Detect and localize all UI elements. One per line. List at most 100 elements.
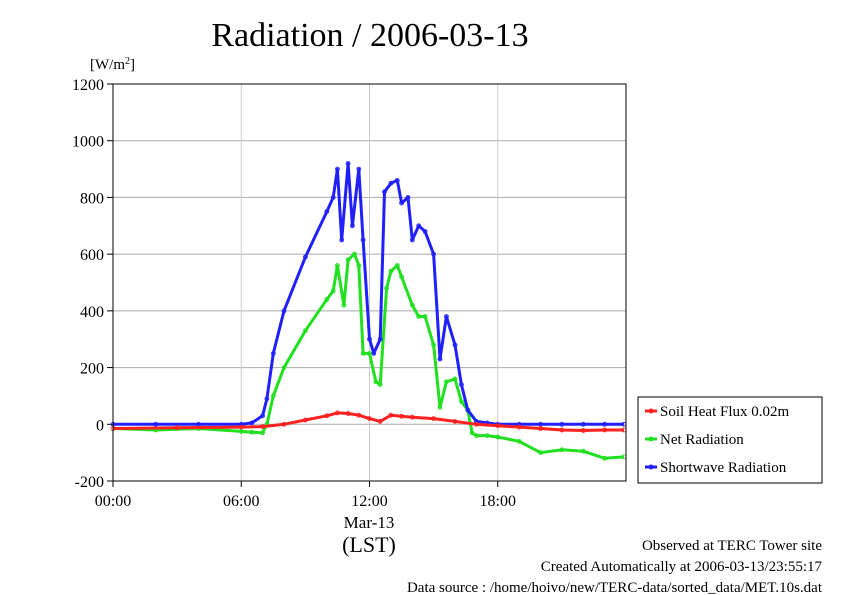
data-point [422, 314, 428, 319]
series-line-soil-heat-flux-0-02m [112, 411, 624, 432]
data-point [382, 189, 387, 195]
data-point [153, 421, 159, 427]
data-point [345, 257, 351, 263]
data-point [458, 399, 464, 405]
data-point [260, 424, 266, 430]
data-point [356, 263, 362, 268]
data-point [431, 342, 437, 348]
data-point [394, 263, 400, 268]
data-point [469, 430, 475, 436]
data-point [324, 209, 330, 215]
data-point [437, 356, 443, 362]
y-tick-label: 200 [80, 361, 104, 378]
x-tick-label: 06:00 [223, 493, 259, 510]
data-point [431, 416, 437, 422]
data-point [334, 166, 340, 172]
data-point [409, 414, 415, 420]
y-axis-unit-label: [W/m2] [90, 56, 135, 73]
data-point [484, 433, 490, 439]
data-point [334, 263, 340, 268]
y-tick-label: 400 [80, 304, 104, 321]
data-point [345, 160, 351, 166]
data-point [516, 424, 522, 430]
data-point [334, 410, 340, 416]
data-point [345, 411, 351, 416]
data-point [270, 350, 276, 356]
data-point [559, 447, 565, 453]
data-point [452, 376, 458, 382]
data-point [580, 421, 586, 427]
data-point [281, 421, 287, 427]
data-point [238, 424, 244, 430]
data-point [367, 416, 372, 422]
data-point [458, 382, 464, 388]
data-point [249, 429, 255, 435]
grid-lines [113, 84, 626, 481]
data-point [302, 254, 308, 260]
data-point [405, 194, 411, 200]
data-point [388, 268, 394, 274]
data-point [399, 413, 405, 419]
data-point [260, 430, 266, 436]
data-point [356, 412, 362, 418]
y-tick-label: 0 [96, 417, 104, 434]
legend-label: Net Radiation [660, 432, 744, 448]
x-tick-label: 00:00 [95, 493, 131, 510]
data-point [452, 418, 458, 424]
y-tick-label: 600 [80, 247, 104, 264]
data-point [264, 396, 270, 402]
chart-title: Radiation / 2006-03-13 [211, 17, 528, 54]
data-point [373, 379, 379, 385]
data-point [352, 251, 357, 257]
data-point [388, 412, 394, 418]
data-point [339, 237, 345, 243]
data-point [371, 350, 377, 356]
data-point [409, 302, 415, 308]
data-point [409, 237, 415, 243]
data-point [281, 308, 287, 314]
data-point [580, 428, 586, 433]
data-point [260, 413, 266, 419]
data-point [443, 379, 449, 385]
data-point [302, 328, 308, 334]
data-point [324, 413, 330, 419]
data-point [452, 342, 458, 348]
data-point [377, 336, 383, 342]
data-point [302, 417, 308, 423]
data-point [495, 423, 501, 429]
data-point [356, 166, 362, 172]
data-point [516, 438, 522, 444]
data-point [377, 418, 383, 424]
data-point [602, 421, 607, 427]
data-point [360, 350, 366, 356]
data-point [330, 288, 336, 294]
data-point [341, 302, 347, 308]
data-point [422, 229, 428, 234]
footer-observed: Observed at TERC Tower site [642, 538, 822, 554]
data-point [249, 420, 255, 426]
data-point [437, 404, 443, 410]
data-point [270, 393, 276, 399]
legend-marker [648, 408, 654, 414]
data-point [416, 314, 422, 319]
footer-created: Created Automatically at 2006-03-13/23:5… [541, 559, 823, 575]
data-point [399, 200, 405, 206]
y-tick-label: 1200 [72, 77, 104, 94]
data-point [399, 274, 405, 280]
data-point [174, 425, 180, 431]
data-point [602, 427, 607, 433]
y-axis: -200 0 200 400 600 800 1000 1200 [72, 77, 113, 491]
data-point [367, 336, 372, 342]
series-layer [110, 160, 627, 461]
y-tick-label: 800 [80, 190, 104, 207]
footer-source: Data source : /home/hoivo/new/TERC-data/… [407, 580, 823, 595]
data-point [465, 407, 471, 413]
data-point [473, 421, 479, 427]
data-point [559, 427, 565, 433]
data-point [416, 223, 422, 229]
data-point [360, 237, 366, 243]
data-point [538, 450, 543, 456]
data-point [281, 365, 287, 371]
data-point [324, 297, 330, 302]
